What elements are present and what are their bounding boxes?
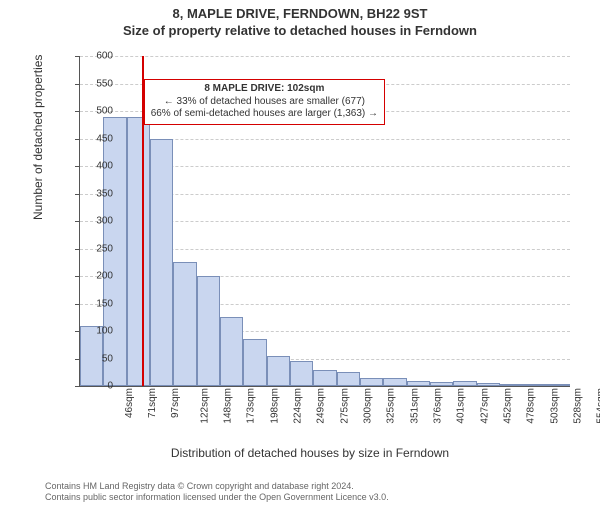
annotation-line: 66% of semi-detached houses are larger (… [151,108,378,121]
y-tick-mark [75,359,79,360]
x-tick-label: 275sqm [339,388,350,424]
x-tick-label: 46sqm [124,388,135,418]
histogram-bar [290,361,313,386]
y-tick-mark [75,304,79,305]
y-tick-mark [75,221,79,222]
gridline [80,56,570,57]
y-tick-label: 500 [83,106,113,117]
x-tick-label: 427sqm [479,388,490,424]
y-tick-label: 350 [83,188,113,199]
y-tick-mark [75,166,79,167]
y-tick-label: 100 [83,326,113,337]
y-tick-label: 150 [83,298,113,309]
histogram-bar [407,381,430,387]
x-tick-label: 401sqm [456,388,467,424]
y-tick-mark [75,276,79,277]
attribution-line: Contains public sector information licen… [45,492,389,503]
annotation-line: ← 33% of detached houses are smaller (67… [151,96,378,109]
x-tick-label: 97sqm [170,388,181,418]
x-tick-label: 173sqm [246,388,257,424]
y-tick-mark [75,84,79,85]
y-tick-label: 550 [83,78,113,89]
x-tick-label: 122sqm [199,388,210,424]
page-title: 8, MAPLE DRIVE, FERNDOWN, BH22 9ST [0,6,600,21]
x-tick-label: 71sqm [147,388,158,418]
histogram-bar [523,384,546,386]
x-axis-label: Distribution of detached houses by size … [45,446,575,460]
histogram-bar [150,139,173,387]
x-tick-label: 224sqm [293,388,304,424]
y-tick-label: 400 [83,161,113,172]
x-tick-label: 148sqm [223,388,234,424]
histogram-bar [500,384,523,386]
y-tick-mark [75,139,79,140]
y-tick-label: 0 [83,381,113,392]
histogram-chart: Number of detached properties 8 MAPLE DR… [45,50,575,430]
histogram-bar [127,117,150,387]
histogram-bar [313,370,336,387]
x-tick-label: 351sqm [409,388,420,424]
y-tick-mark [75,386,79,387]
x-tick-label: 478sqm [526,388,537,424]
x-tick-label: 503sqm [549,388,560,424]
histogram-bar [243,339,266,386]
y-tick-label: 600 [83,51,113,62]
histogram-bar [477,383,500,386]
x-tick-label: 300sqm [363,388,374,424]
histogram-bar [453,381,476,387]
histogram-bar [220,317,243,386]
histogram-bar [173,262,196,386]
histogram-bar [267,356,290,386]
y-tick-mark [75,249,79,250]
y-tick-mark [75,194,79,195]
y-tick-mark [75,56,79,57]
x-tick-label: 198sqm [269,388,280,424]
annotation-title: 8 MAPLE DRIVE: 102sqm [151,83,378,96]
page-subtitle: Size of property relative to detached ho… [0,23,600,38]
y-tick-mark [75,331,79,332]
y-tick-label: 250 [83,243,113,254]
x-tick-label: 376sqm [433,388,444,424]
x-tick-label: 325sqm [386,388,397,424]
x-tick-label: 249sqm [316,388,327,424]
y-tick-label: 300 [83,216,113,227]
histogram-bar [360,378,383,386]
histogram-bar [383,378,406,386]
y-axis-label: Number of detached properties [31,55,45,220]
y-tick-mark [75,111,79,112]
x-tick-label: 528sqm [573,388,584,424]
y-tick-label: 450 [83,133,113,144]
y-tick-label: 50 [83,353,113,364]
histogram-bar [547,384,570,386]
attribution-line: Contains HM Land Registry data © Crown c… [45,481,389,492]
x-tick-label: 452sqm [503,388,514,424]
annotation-box: 8 MAPLE DRIVE: 102sqm← 33% of detached h… [144,79,385,125]
x-tick-label: 554sqm [596,388,600,424]
histogram-bar [197,276,220,386]
y-tick-label: 200 [83,271,113,282]
plot-area: 8 MAPLE DRIVE: 102sqm← 33% of detached h… [79,56,570,387]
histogram-bar [430,382,453,386]
histogram-bar [337,372,360,386]
